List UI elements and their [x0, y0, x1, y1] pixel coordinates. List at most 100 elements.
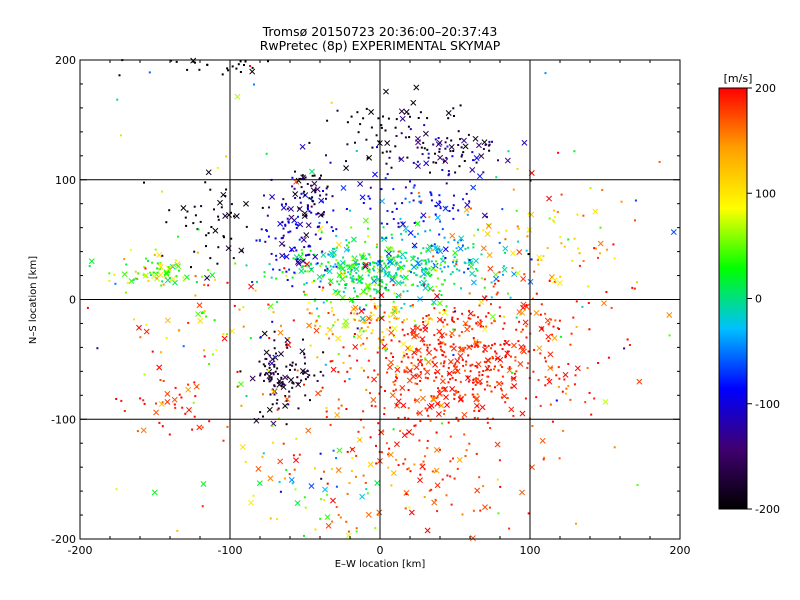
scatter-dot — [358, 263, 360, 266]
scatter-dot — [355, 475, 357, 478]
scatter-dot — [273, 330, 276, 333]
scatter-dot — [201, 505, 204, 508]
scatter-cross — [175, 263, 182, 270]
scatter-dot — [478, 371, 481, 374]
scatter-cross — [390, 311, 397, 318]
scatter-dot — [573, 150, 576, 153]
scatter-dot — [186, 210, 189, 213]
scatter-cross — [465, 375, 471, 382]
scatter-cross — [436, 328, 443, 335]
scatter-dot — [494, 386, 496, 389]
scatter-dot — [436, 251, 439, 254]
scatter-dot — [345, 244, 348, 247]
scatter-dot — [578, 264, 581, 267]
scatter-cross — [432, 245, 439, 251]
scatter-dot — [387, 453, 390, 456]
scatter-dot — [402, 281, 405, 284]
scatter-dot — [381, 451, 383, 454]
scatter-dot — [420, 463, 423, 466]
scatter-dot — [388, 447, 391, 450]
scatter-dot — [420, 252, 423, 255]
scatter-cross — [143, 328, 150, 335]
scatter-dot — [506, 350, 509, 353]
scatter-dot — [318, 285, 321, 288]
scatter-dot — [374, 284, 377, 287]
scatter-dot — [397, 222, 400, 225]
scatter-dot — [425, 250, 428, 253]
scatter-dot — [491, 344, 494, 347]
scatter-dot — [498, 306, 501, 309]
scatter-dot — [419, 371, 422, 374]
scatter-dot — [464, 323, 467, 326]
scatter-dot — [414, 424, 417, 427]
scatter-dot — [439, 207, 442, 210]
scatter-dot — [362, 474, 365, 477]
scatter-dot — [560, 242, 563, 245]
scatter-cross — [371, 376, 378, 383]
scatter-dot — [301, 252, 304, 255]
scatter-dot — [582, 260, 585, 262]
scatter-cross — [393, 441, 400, 448]
scatter-dot — [368, 263, 371, 266]
scatter-dot — [406, 468, 409, 471]
scatter-dot — [288, 473, 291, 475]
scatter-dot — [123, 258, 126, 260]
scatter-dot — [337, 407, 340, 410]
scatter-cross — [221, 335, 228, 342]
scatter-cross — [592, 208, 599, 215]
scatter-dot — [420, 262, 423, 265]
scatter-dot — [375, 444, 377, 447]
scatter-dot — [419, 201, 422, 204]
scatter-cross — [517, 360, 524, 367]
scatter-dot — [420, 200, 423, 203]
scatter-dot — [428, 287, 431, 290]
scatter-dot — [525, 304, 528, 307]
scatter-dot — [454, 171, 457, 174]
scatter-dot — [526, 235, 529, 238]
scatter-dot — [442, 255, 445, 258]
scatter-dot — [450, 335, 453, 338]
scatter-dot — [309, 344, 312, 347]
scatter-dot — [558, 457, 561, 460]
scatter-dot — [303, 383, 305, 386]
scatter-cross — [426, 349, 433, 356]
scatter-cross — [416, 410, 423, 417]
scatter-dot — [376, 305, 379, 308]
scatter-dot — [547, 323, 550, 326]
scatter-dot — [476, 344, 478, 347]
scatter-dot — [555, 374, 558, 377]
scatter-dot — [202, 312, 205, 314]
scatter-cross — [345, 532, 352, 539]
scatter-dot — [393, 336, 396, 338]
scatter-cross — [383, 88, 389, 95]
scatter-dot — [492, 357, 495, 360]
scatter-dot — [321, 250, 324, 253]
scatter-dot — [308, 244, 311, 247]
scatter-cross — [400, 221, 406, 228]
scatter-dot — [285, 202, 287, 205]
scatter-dot — [438, 194, 441, 197]
scatter-cross — [356, 333, 363, 340]
scatter-dot — [368, 321, 371, 324]
scatter-dot — [457, 243, 460, 246]
scatter-dot — [515, 328, 518, 331]
scatter-cross — [466, 344, 473, 351]
scatter-cross — [220, 191, 227, 198]
scatter-dot — [413, 399, 416, 402]
scatter-cross — [388, 329, 395, 336]
scatter-dot — [285, 270, 288, 273]
scatter-dot — [408, 136, 411, 139]
scatter-dot — [373, 265, 375, 268]
scatter-dot — [390, 233, 393, 236]
scatter-dot — [347, 249, 350, 252]
scatter-dot — [355, 262, 358, 265]
scatter-dot — [436, 396, 439, 399]
scatter-dot — [300, 379, 303, 382]
scatter-dot — [370, 276, 373, 279]
scatter-dot — [517, 240, 520, 243]
scatter-dot — [392, 300, 395, 303]
scatter-cross — [327, 326, 334, 333]
scatter-dot — [308, 210, 311, 213]
scatter-dot — [147, 260, 150, 262]
scatter-cross — [522, 319, 529, 326]
